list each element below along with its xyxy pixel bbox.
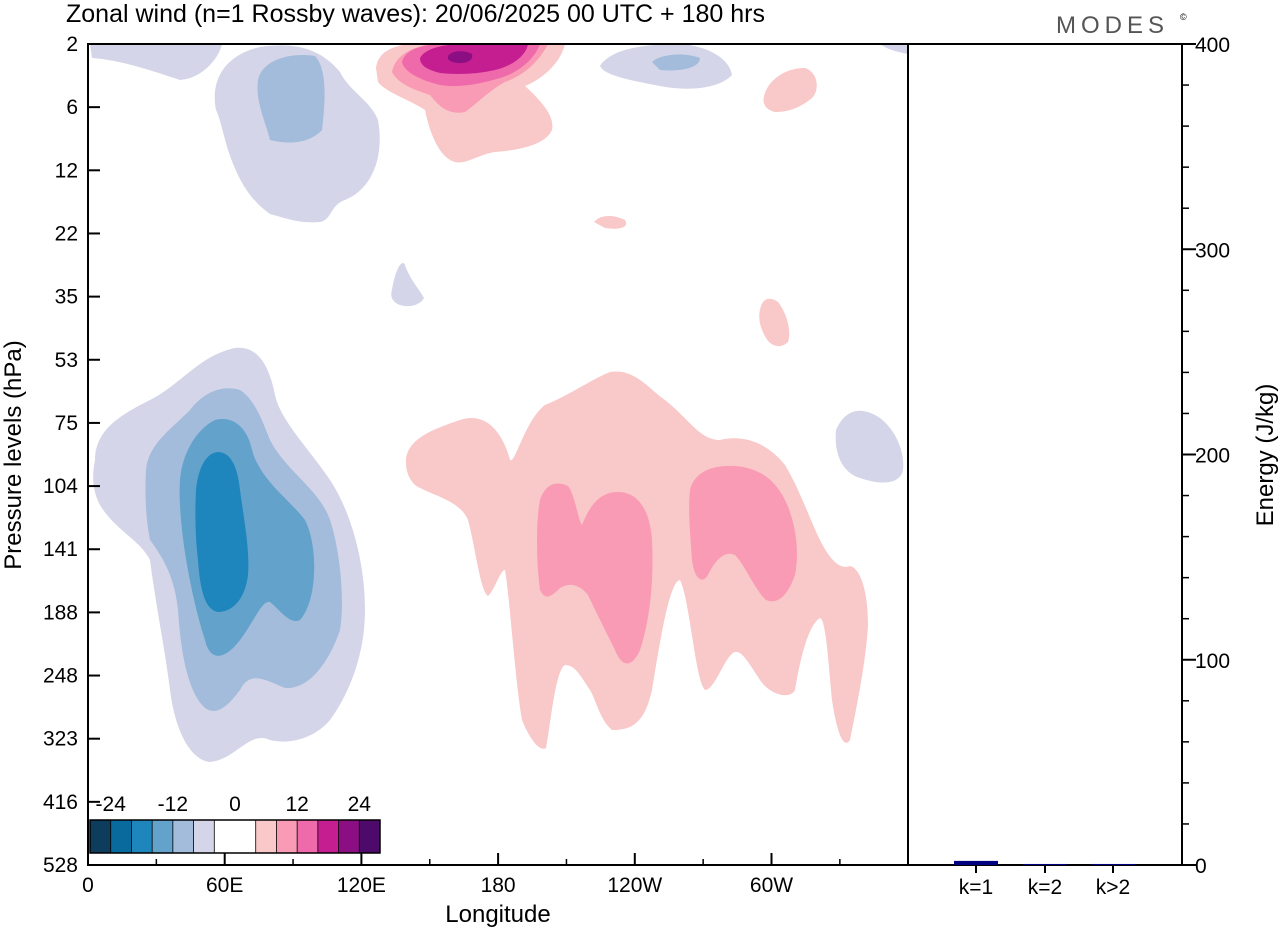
contour-pos-main-8b [689, 465, 797, 602]
pressure-tick-label: 75 [55, 412, 78, 435]
energy-tick-label: 400 [1195, 34, 1230, 57]
contour-neg-upper-b [257, 55, 325, 143]
category-label: k=1 [959, 876, 993, 899]
contour-pos-tiny [594, 216, 627, 229]
colorbar-label: -12 [158, 793, 188, 816]
colorbar-swatch [152, 820, 173, 853]
contour-pos-upper-24 [447, 51, 473, 64]
longitude-tick-label: 0 [82, 874, 94, 897]
longitude-tick-label: 60W [750, 874, 793, 897]
contour-neg-small [391, 262, 424, 307]
pressure-tick-label: 416 [43, 791, 78, 814]
pressure-tick-label: 188 [43, 601, 78, 624]
pressure-axis-title: Pressure levels (hPa) [0, 340, 27, 569]
colorbar-frame [89, 819, 381, 854]
colorbar-swatch [338, 820, 360, 853]
colorbar: -24 -12 0 12 24 [89, 793, 381, 854]
contour-pos-main-8a [537, 483, 653, 664]
pressure-tick-label: 6 [66, 96, 78, 119]
longitude-tick-label: 120W [607, 874, 662, 897]
energy-bar-k=1 [954, 860, 998, 865]
energy-axis: 0 100 200 300 400 [1182, 34, 1230, 878]
pressure-tick-label: 35 [55, 286, 78, 309]
colorbar-swatch [193, 820, 215, 853]
colorbar-label: -24 [96, 793, 127, 816]
colorbar-swatch [90, 820, 111, 853]
energy-bar-k=2 [1023, 863, 1067, 865]
colorbar-swatch [297, 820, 318, 853]
energy-bar-k>2 [1091, 863, 1135, 865]
pressure-tick-label: 22 [55, 222, 78, 245]
pressure-tick-label: 323 [43, 728, 78, 751]
contour-neg-right [835, 410, 904, 483]
pressure-axis: 2 6 12 22 35 53 75 104 141 188 248 323 416 528 [43, 33, 100, 877]
pressure-tick-label: 248 [43, 665, 78, 688]
colorbar-swatch [172, 820, 194, 853]
colorbar-swatch [276, 820, 298, 853]
contour-pos-upper-right [763, 68, 817, 112]
longitude-axis: 0 60E 120E 180 120W 60W [82, 853, 841, 897]
chart-title: Zonal wind (n=1 Rossby waves): 20/06/202… [66, 0, 765, 28]
brand-logo: MODES [1056, 12, 1169, 39]
contour-pos-mid-small [759, 298, 790, 347]
contour-neg-main-m20 [195, 452, 249, 612]
colorbar-label: 24 [348, 793, 372, 816]
energy-tick-label: 100 [1195, 650, 1230, 673]
energy-bars: k=1 k=2 k>2 [954, 860, 1135, 899]
contour-neg-upper-e [880, 44, 908, 54]
longitude-tick-label: 120E [337, 874, 386, 897]
energy-axis-title: Energy (J/kg) [1252, 384, 1279, 527]
colorbar-swatch [131, 820, 153, 853]
colorbar-label: 0 [229, 793, 241, 816]
brand-copyright-mark: © [1180, 12, 1187, 22]
pressure-tick-label: 2 [66, 33, 78, 56]
pressure-tick-label: 141 [43, 538, 78, 561]
colorbar-label: 12 [285, 793, 308, 816]
colorbar-swatch [317, 820, 339, 853]
contour-neg-upper-left [90, 44, 222, 80]
colorbar-swatch [235, 820, 256, 853]
longitude-axis-title: Longitude [445, 901, 550, 928]
contour-pos-upper-16 [420, 44, 528, 74]
category-label: k>2 [1096, 876, 1130, 899]
energy-tick-label: 300 [1195, 239, 1230, 262]
colorbar-swatch [255, 820, 277, 853]
energy-tick-label: 0 [1195, 855, 1207, 878]
longitude-tick-label: 180 [481, 874, 516, 897]
colorbar-swatch [110, 820, 132, 853]
category-label: k=2 [1028, 876, 1062, 899]
pressure-tick-label: 12 [55, 159, 78, 182]
contour-neg-upper-d [652, 54, 700, 71]
pressure-tick-label: 528 [43, 854, 78, 877]
longitude-tick-label: 60E [206, 874, 243, 897]
energy-tick-label: 200 [1195, 445, 1230, 468]
colorbar-swatch [214, 820, 235, 853]
contour-field [90, 44, 908, 762]
energy-plot-frame [907, 43, 1183, 866]
pressure-tick-label: 53 [55, 349, 78, 372]
colorbar-swatch [359, 820, 380, 853]
pressure-tick-label: 104 [43, 475, 78, 498]
